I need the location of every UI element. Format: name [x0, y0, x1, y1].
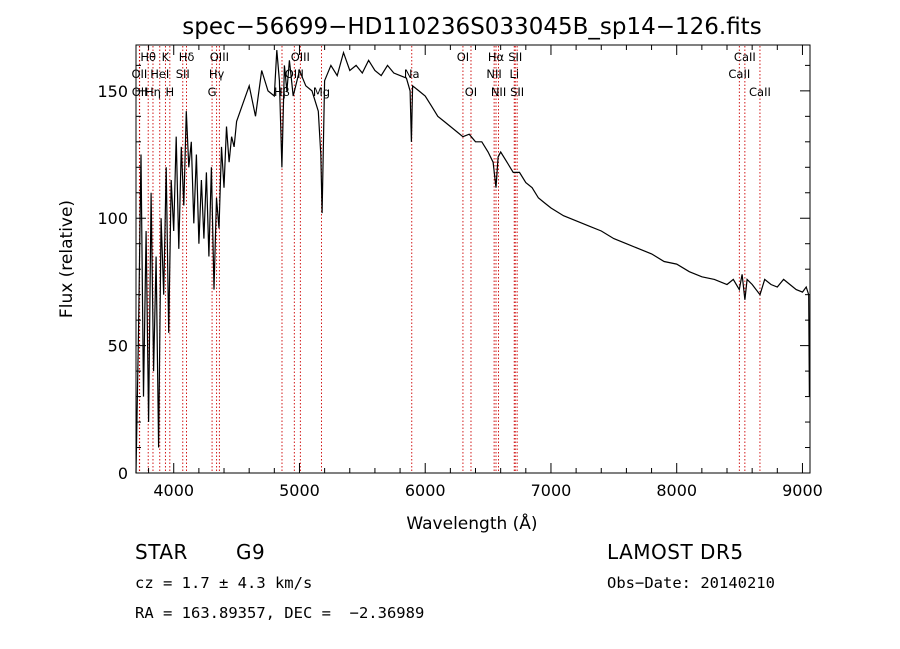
y-axis-label: Flux (relative) [57, 200, 77, 318]
line-marker-label: K [162, 50, 170, 64]
line-marker-label: Hη [145, 85, 161, 99]
chart-title: spec−56699−HD110236S033045B_sp14−126.fit… [182, 14, 761, 40]
line-marker-label: Hα [488, 50, 505, 64]
line-marker-label: OI [457, 50, 469, 64]
line-marker-label: OIII [291, 50, 310, 64]
object-class: STAR [135, 540, 188, 564]
line-marker-label: H [165, 85, 174, 99]
line-marker-label: G [208, 85, 217, 99]
observation-date: Obs−Date: 20140210 [607, 574, 775, 592]
line-marker-label: NII [491, 85, 506, 99]
line-marker-label: CaII [749, 85, 771, 99]
object-subclass: G9 [236, 540, 266, 564]
y-tick-label: 0 [118, 464, 128, 483]
y-tick-label: 150 [97, 82, 128, 101]
line-marker-label: CaII [734, 50, 756, 64]
x-tick-label: 6000 [405, 481, 446, 500]
line-marker-label: Hβ [274, 85, 290, 99]
line-marker-label: SII [510, 85, 524, 99]
line-marker-label: HeI [150, 67, 169, 81]
x-tick-label: 7000 [531, 481, 572, 500]
spectrum-line [135, 50, 810, 474]
y-tick-label: 50 [108, 337, 128, 356]
emission-line-markers [138, 46, 761, 472]
y-axis-ticks: 0 50 100 150 [97, 64, 810, 483]
x-tick-label: 5000 [279, 481, 320, 500]
x-tick-label: 4000 [153, 481, 194, 500]
line-marker-label: Hγ [209, 67, 225, 81]
line-marker-label: Hθ [140, 50, 156, 64]
plot-frame [135, 44, 811, 474]
x-axis-ticks: 4000 5000 6000 7000 8000 9000 [148, 45, 823, 500]
line-marker-label: CaII [728, 67, 750, 81]
redshift-velocity: cz = 1.7 ± 4.3 km/s [135, 574, 313, 592]
line-marker-label: Li [509, 67, 519, 81]
line-marker-label: OI [465, 85, 477, 99]
x-tick-label: 8000 [656, 481, 697, 500]
line-marker-label: Na [404, 67, 420, 81]
x-tick-label: 9000 [782, 481, 823, 500]
line-marker-label: Mg [313, 85, 330, 99]
line-marker-label: NII [486, 67, 501, 81]
line-marker-label: Hδ [179, 50, 195, 64]
line-marker-label: OIII [210, 50, 229, 64]
y-tick-label: 100 [97, 209, 128, 228]
coordinates: RA = 163.89357, DEC = −2.36989 [135, 604, 425, 622]
survey-name: LAMOST DR5 [607, 540, 744, 564]
line-marker-label: SII [176, 67, 190, 81]
x-axis-label: Wavelength (Å) [406, 512, 537, 534]
line-marker-label: SII [508, 50, 522, 64]
line-marker-label: OII [131, 67, 147, 81]
